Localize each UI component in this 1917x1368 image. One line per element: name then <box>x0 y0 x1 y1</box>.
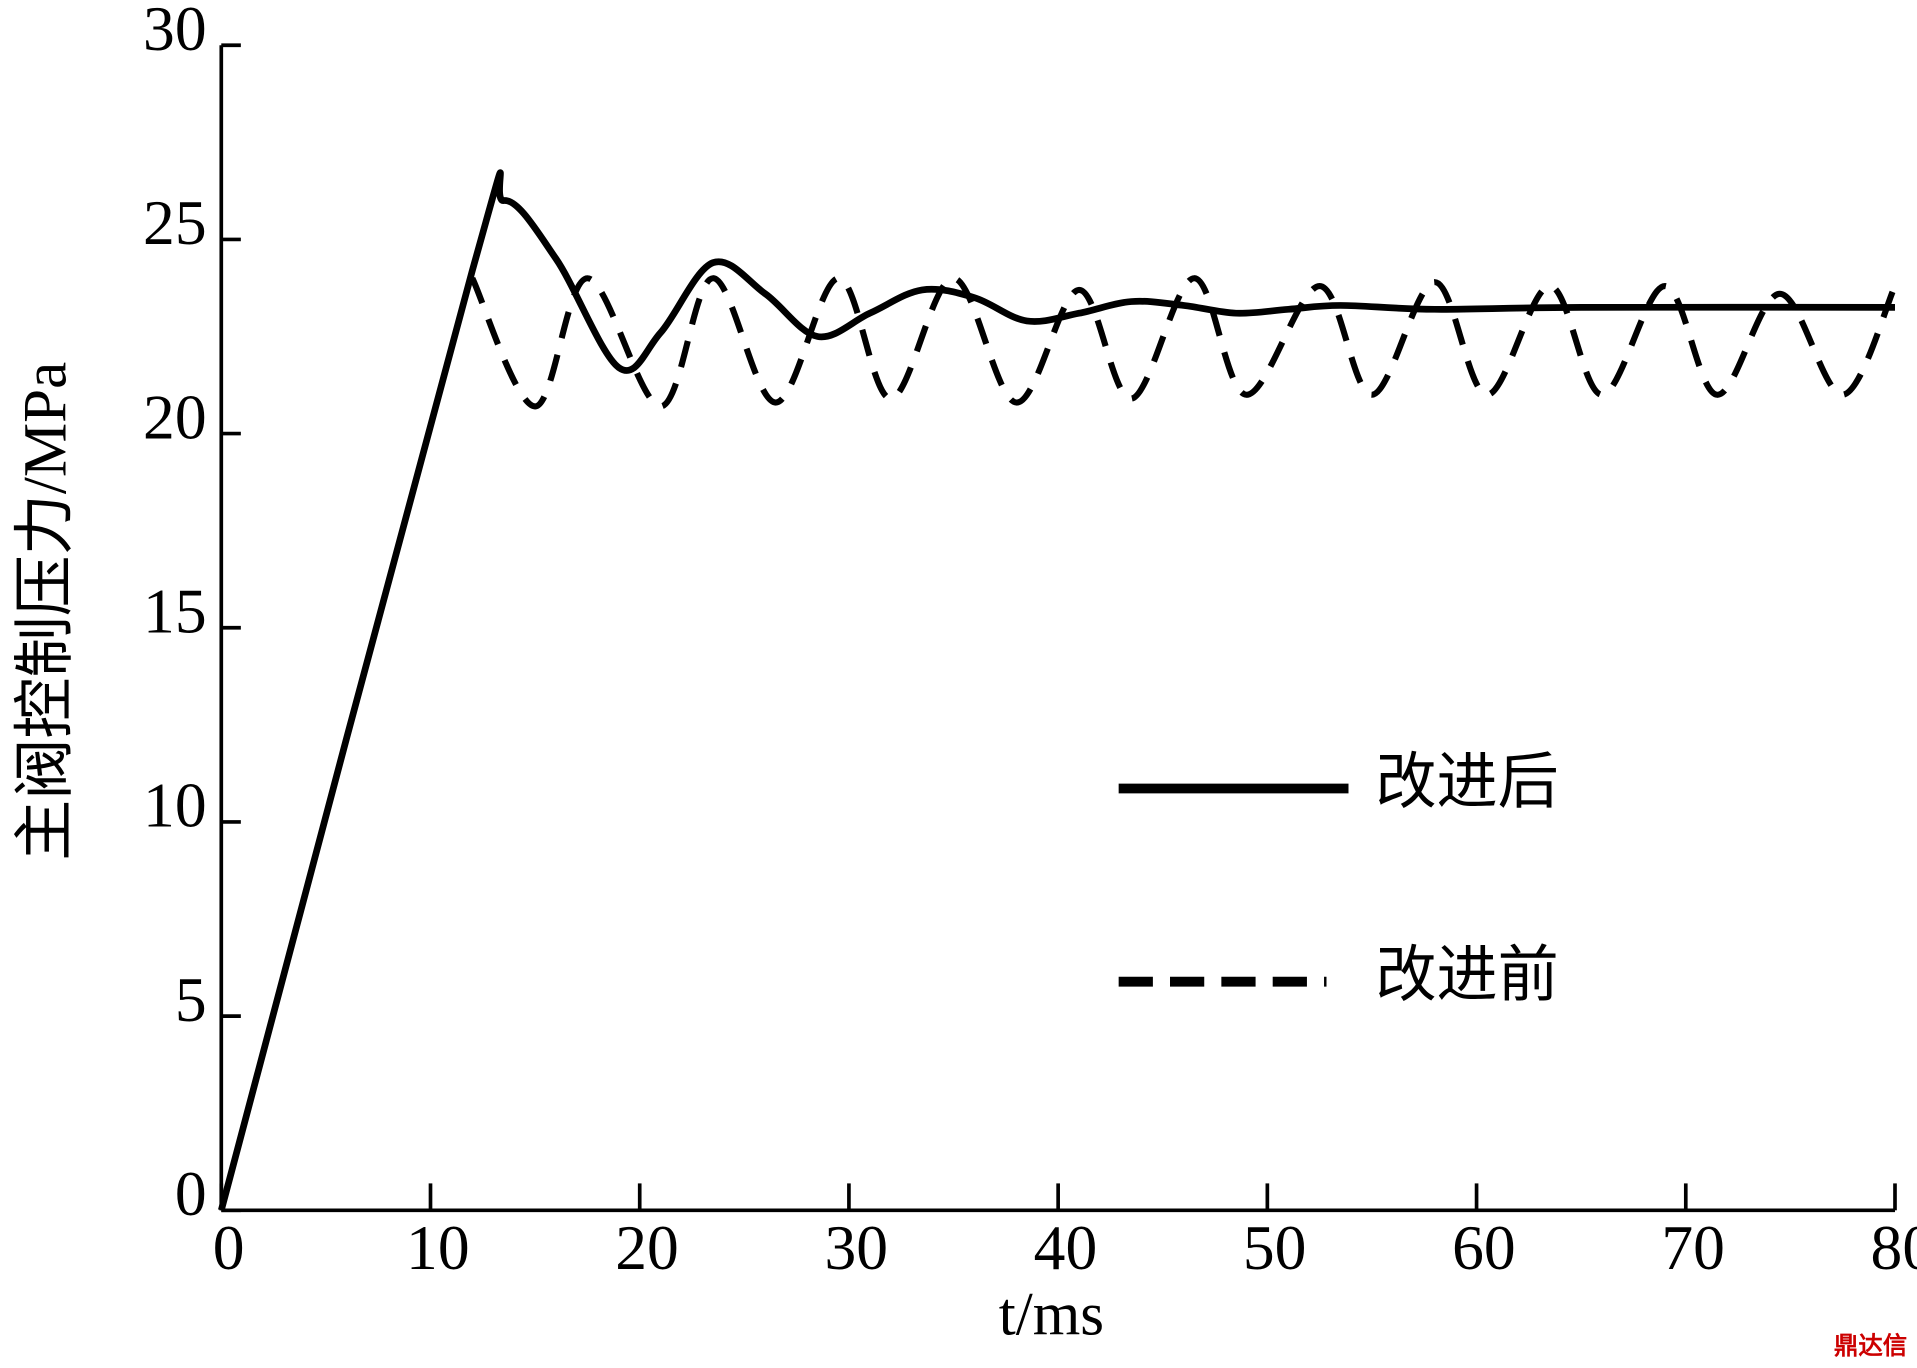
legend-label: 改进后 <box>1375 750 1558 817</box>
y-tick-label: 10 <box>143 770 207 841</box>
x-tick-label: 70 <box>1661 1212 1725 1283</box>
x-axis-title: t/ms <box>999 1281 1104 1348</box>
x-tick-label: 20 <box>615 1212 679 1283</box>
x-tick-label: 80 <box>1871 1212 1917 1283</box>
x-tick-label: 50 <box>1243 1212 1307 1283</box>
data-line <box>218 169 1895 1212</box>
x-tick-label: 0 <box>213 1212 245 1283</box>
data-line <box>469 275 1898 410</box>
legend-label: 改进前 <box>1375 943 1558 1010</box>
y-tick-label: 30 <box>143 0 207 64</box>
y-tick-label: 20 <box>143 381 207 452</box>
x-tick-label: 30 <box>824 1212 888 1283</box>
x-tick-label: 60 <box>1452 1212 1516 1283</box>
y-tick-label: 0 <box>175 1158 207 1229</box>
y-tick-label: 15 <box>143 576 207 647</box>
y-axis-title: 主阀控制压力/MPa <box>12 362 79 861</box>
x-tick-label: 40 <box>1034 1212 1098 1283</box>
y-tick-label: 5 <box>175 964 207 1035</box>
y-tick-label: 25 <box>143 187 207 258</box>
watermark: 鼎达信 <box>1834 1331 1907 1360</box>
x-tick-label: 10 <box>406 1212 470 1283</box>
